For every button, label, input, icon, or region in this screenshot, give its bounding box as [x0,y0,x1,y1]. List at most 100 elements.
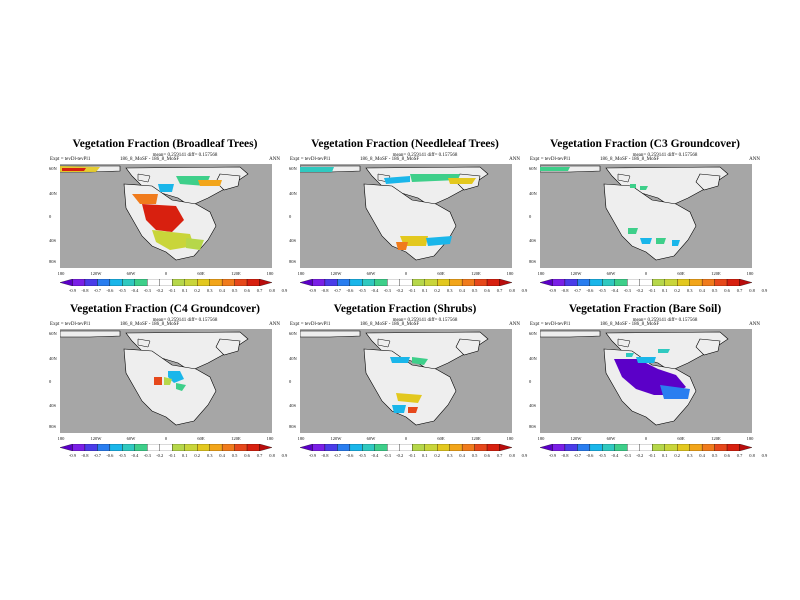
colorbar-segment [589,444,603,451]
panel-c4-groundcover: Vegetation Fraction (C4 Groundcover) mea… [49,303,287,463]
lon-label: 180 [297,436,305,441]
colorbar [540,279,752,286]
map-plot [300,329,512,433]
colorbar-labels: -0.9 -0.8 -0.7 -0.6 -0.5 -0.4 -0.3 -0.2 -0.1 0.1 0… [540,453,767,461]
colorbar-segment [172,444,185,451]
lon-label: 60E [677,436,685,441]
lon-label: 60E [677,271,685,276]
colorbar-label: -0.4 [131,288,139,293]
colorbar-segment [486,444,500,451]
small-island [617,338,631,348]
colorbar-label: -0.3 [143,288,151,293]
colorbar-label: -0.2 [156,453,164,458]
lon-label: 180 [506,436,514,441]
colorbar-label: -0.4 [611,288,619,293]
colorbar-segment [84,279,98,286]
colorbar-segment [184,444,198,451]
colorbar-segment [97,279,111,286]
lat-label: 60N [49,331,57,336]
colorbar-label: -0.7 [93,288,101,293]
colorbar-segment [300,444,313,451]
colorbar-segment [312,444,326,451]
colorbar-segment [387,444,400,451]
colorbar-segment [374,444,388,451]
lat-label: 0 [289,379,292,384]
colorbar-segment [147,279,160,286]
colorbar [300,279,512,286]
panel-needleleaf-trees: Vegetation Fraction (Needleleaf Trees) m… [289,138,527,298]
lat-label: 40S [529,238,537,243]
colorbar-segment [337,444,351,451]
colorbar-label: 0.2 [674,453,680,458]
colorbar-labels: -0.9 -0.8 -0.7 -0.6 -0.5 -0.4 -0.3 -0.2 -0.1 0.1 0… [540,288,767,296]
anomaly-patch [636,357,656,363]
colorbar-label: -0.2 [396,288,404,293]
anomaly-patch [412,357,428,365]
lon-label: 60W [126,436,136,441]
colorbar [300,444,512,451]
northern-landmass [300,330,361,338]
colorbar-segment [474,279,488,286]
colorbar-label: -0.9 [308,288,317,293]
colorbar-label: -0.4 [611,453,619,458]
colorbar-label: -0.9 [548,453,557,458]
anomaly-patch [158,184,174,192]
anomaly-patch [152,230,194,250]
colorbar-label: 0.8 [749,288,755,293]
colorbar-label: -0.8 [321,288,329,293]
colorbar-segment [234,444,248,451]
colorbar-label: 0.6 [244,453,250,458]
colorbar-label: 0.9 [761,288,768,293]
anomaly-patch [426,236,452,246]
anomaly-patch [168,371,184,383]
panel-season: ANN [749,157,760,162]
colorbar-label: -0.6 [586,453,594,458]
colorbar-label: 0.2 [434,453,440,458]
colorbar-segment [602,279,615,286]
colorbar-label: -0.8 [81,288,89,293]
anomaly-patch [658,349,670,353]
colorbar-segment [399,279,413,286]
colorbar-label: 0.3 [446,288,453,293]
lon-label: 120W [570,436,582,441]
colorbar-segment [374,279,388,286]
colorbar-segment [60,279,73,286]
colorbar-segment [197,444,210,451]
colorbar-segment [689,444,703,451]
colorbar-labels: -0.9 -0.8 -0.7 -0.6 -0.5 -0.4 -0.3 -0.2 -0.1 0.1 0… [60,453,287,461]
colorbar-label: -0.8 [81,453,89,458]
colorbar-segment [134,279,148,286]
colorbar-label: -0.6 [106,288,114,293]
panel-shrubs: Vegetation Fraction (Shrubs) mean= 0.259… [289,303,527,463]
east-island [215,338,241,356]
small-island [377,338,391,348]
lat-label: 80S [529,424,537,429]
colorbar-label: -0.4 [371,288,379,293]
colorbar-segment [387,279,400,286]
colorbar-segment [449,444,463,451]
colorbar-segment [602,444,615,451]
anomaly-patch [392,405,406,413]
colorbar-segment [552,444,566,451]
east-island [695,173,721,191]
lon-label: 0 [404,436,408,441]
anomaly-patch [132,194,158,204]
colorbar-segment [84,444,98,451]
lat-label: 40S [529,403,537,408]
lon-label: 0 [164,271,168,276]
anomaly-patch [390,357,410,363]
colorbar-label: 0.9 [761,453,768,458]
lon-label: 60E [437,271,445,276]
lon-label: 120W [330,271,342,276]
small-island [137,338,151,348]
colorbar-label: -0.7 [333,453,341,458]
colorbar-label: 0.9 [521,453,528,458]
colorbar-label: 0.8 [269,453,275,458]
colorbar-label: -0.5 [118,453,126,458]
colorbar-segment [726,444,740,451]
colorbar-label: 0.3 [686,453,693,458]
anomaly-patch [198,180,222,186]
colorbar-segment [437,444,450,451]
lon-label: 180 [297,271,305,276]
anomaly-patch [614,359,686,395]
